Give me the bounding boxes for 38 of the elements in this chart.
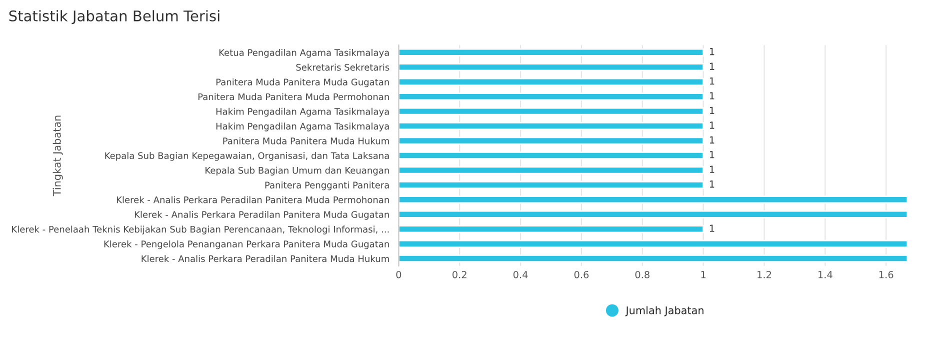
data-label: 1 bbox=[710, 180, 714, 188]
x-tick-label: 0.6 bbox=[574, 270, 589, 278]
x-tick-label: 1.2 bbox=[758, 270, 771, 278]
data-label: 1 bbox=[710, 136, 714, 144]
y-tick-label: Klerek - Penelaah Teknis Kebijakan Sub Bagian Perencanaan, Teknologi Informasi, ... bbox=[12, 226, 389, 234]
y-tick-label: Klerek - Analis Perkara Peradilan Panitera Muda Permohonan bbox=[116, 196, 389, 204]
data-label: 1 bbox=[710, 166, 714, 173]
x-tick-label: 0.4 bbox=[513, 270, 528, 278]
data-label: 1 bbox=[710, 77, 714, 85]
data-label: 1 bbox=[710, 48, 714, 56]
x-tick-label: 0.2 bbox=[452, 270, 466, 278]
y-tick-label: Kepala Sub Bagian Kepegawaian, Organisasi, dan Tata Laksana bbox=[105, 152, 389, 161]
x-tick-label: 0 bbox=[396, 270, 402, 278]
legend-label: Jumlah Jabatan bbox=[625, 306, 704, 316]
y-tick-label: Hakim Pengadilan Agama Tasikmalaya bbox=[216, 108, 389, 117]
x-tick-label: 1.6 bbox=[879, 270, 894, 278]
y-tick-label: Ketua Pengadilan Agama Tasikmalaya bbox=[219, 48, 389, 58]
y-tick-label: Hakim Pengadilan Agama Tasikmalaya bbox=[216, 122, 389, 132]
y-tick-label: Panitera Pengganti Panitera bbox=[265, 182, 389, 190]
y-axis-title: Tingkat Jabatan bbox=[52, 116, 63, 196]
y-tick-label: Panitera Muda Panitera Muda Gugatan bbox=[216, 78, 389, 88]
data-label: 1 bbox=[710, 224, 714, 232]
x-tick-label: 1.4 bbox=[818, 271, 832, 278]
y-tick-label: Klerek - Analis Perkara Peradilan Panitera Muda Hukum bbox=[142, 255, 389, 262]
y-tick-label: Sekretaris Sekretaris bbox=[296, 64, 390, 71]
y-tick-label: Panitera Muda Panitera Muda Hukum bbox=[223, 137, 389, 144]
y-tick-label: Klerek - Pengelola Penanganan Perkara Panitera Muda Gugatan bbox=[104, 240, 389, 250]
data-label: 1 bbox=[710, 151, 714, 158]
data-label: 1 bbox=[710, 62, 714, 70]
data-label: 1 bbox=[710, 92, 714, 100]
x-tick-label: 0.8 bbox=[635, 270, 650, 278]
y-tick-label: Klerek - Analis Perkara Peradilan Panitera Muda Gugatan bbox=[134, 210, 389, 220]
x-tick-label: 1 bbox=[701, 271, 706, 278]
data-label: 1 bbox=[710, 122, 714, 129]
y-tick-label: Kepala Sub Bagian Umum dan Keuangan bbox=[206, 166, 389, 176]
text: Statistik Jabatan Belum Terisi bbox=[9, 10, 220, 24]
y-tick-label: Panitera Muda Panitera Muda Permohonan bbox=[198, 93, 389, 100]
data-label: 1 bbox=[710, 106, 714, 114]
